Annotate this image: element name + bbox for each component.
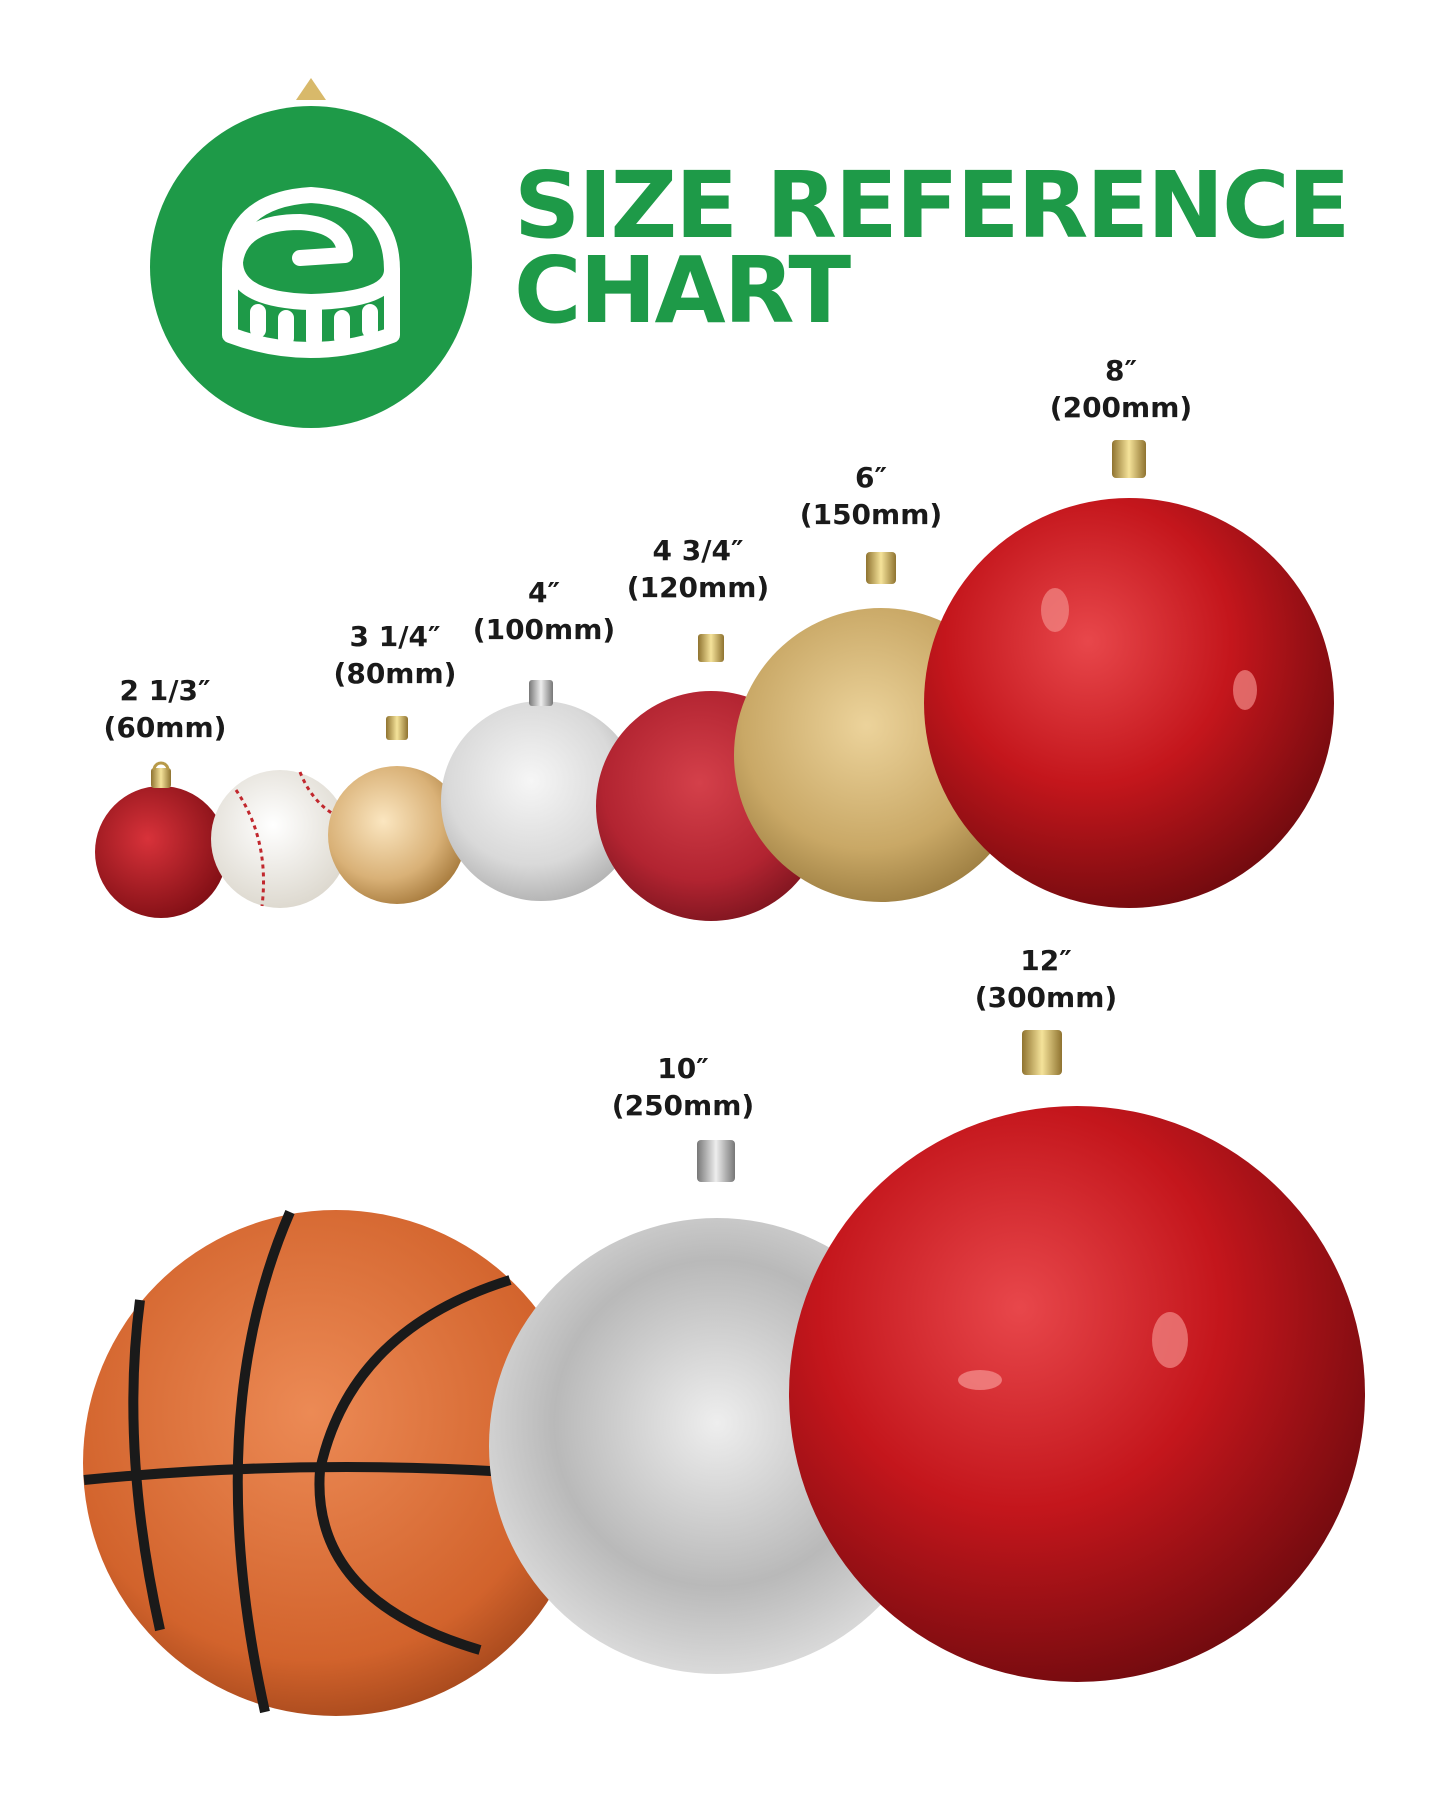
size-label-60mm: 2 1/3″ (60mm) (104, 672, 227, 746)
size-label-300mm: 12″ (300mm) (975, 942, 1117, 1016)
basketball (83, 1210, 589, 1716)
size-label-120mm: 4 3/4″ (120mm) (627, 532, 769, 606)
100mm-silver-glitter-ornament (441, 680, 641, 901)
size-mm: (250mm) (611, 1089, 755, 1122)
80mm-gold-shiny-ornament (328, 716, 466, 904)
page-title-line2: CHART (514, 237, 851, 344)
size-mm: (100mm) (472, 613, 616, 646)
size-inches: 8″ (1105, 354, 1137, 387)
size-mm: (60mm) (103, 711, 227, 744)
size-mm: (150mm) (799, 498, 943, 531)
size-inches: 4 3/4″ (652, 534, 744, 567)
size-inches: 6″ (855, 461, 887, 494)
size-inches: 12″ (1020, 944, 1072, 977)
page-title-line1: SIZE REFERENCE (514, 152, 1350, 259)
size-inches: 2 1/3″ (119, 674, 211, 707)
size-label-200mm: 8″ (200mm) (1050, 352, 1192, 426)
size-inches: 10″ (657, 1052, 709, 1085)
size-inches: 4″ (528, 576, 560, 609)
300mm-red-shiny-ornament (789, 1030, 1365, 1682)
60mm-red-glitter-ornament (95, 761, 227, 918)
size-label-100mm: 4″ (100mm) (473, 574, 615, 648)
size-label-80mm: 3 1/4″ (80mm) (334, 618, 457, 692)
measuring-tape-ornament-icon (150, 78, 472, 428)
size-label-150mm: 6″ (150mm) (800, 459, 942, 533)
200mm-red-shiny-ornament (924, 440, 1334, 908)
size-mm: (300mm) (974, 981, 1118, 1014)
size-mm: (200mm) (1049, 391, 1193, 424)
size-label-250mm: 10″ (250mm) (612, 1050, 754, 1124)
size-mm: (80mm) (333, 657, 457, 690)
size-inches: 3 1/4″ (349, 620, 441, 653)
size-mm: (120mm) (626, 571, 770, 604)
